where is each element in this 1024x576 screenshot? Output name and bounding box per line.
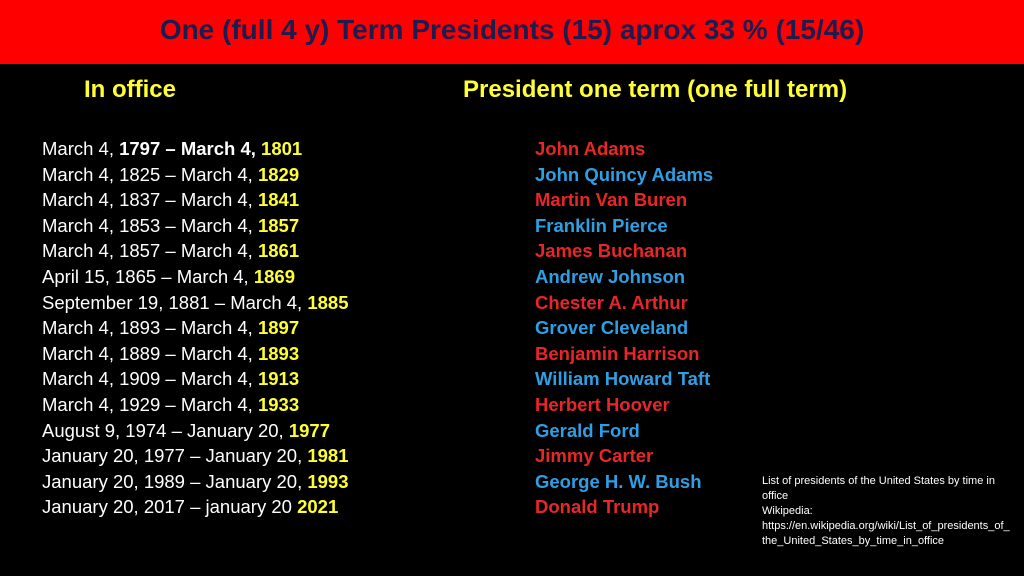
source-note: List of presidents of the United States … xyxy=(762,474,1012,549)
note-line: https://en.wikipedia.org/wiki/List_of_pr… xyxy=(762,520,1010,547)
office-end-year: 1913 xyxy=(257,368,300,390)
office-dates: March 4, 1929 – March 4, xyxy=(42,393,258,415)
office-dates: April 15, 1865 – March 4, xyxy=(42,265,254,287)
office-row: March 4, 1929 – March 4, 1933 xyxy=(42,392,349,418)
president-name: John Adams xyxy=(535,138,646,159)
office-end-year: 1897 xyxy=(257,317,300,339)
president-name: Martin Van Buren xyxy=(535,189,688,211)
office-dates: January 20, 2017 – january 20 xyxy=(42,496,298,518)
president-name: Herbert Hoover xyxy=(535,393,670,415)
office-end-year: 1933 xyxy=(257,393,300,415)
office-end-year: 1869 xyxy=(253,265,295,287)
office-row: January 20, 1989 – January 20, 1993 xyxy=(42,469,349,495)
president-name: Franklin Pierce xyxy=(535,214,668,236)
office-dates: March 4, 1837 – March 4, xyxy=(42,189,258,211)
president-name: Jimmy Carter xyxy=(535,445,654,467)
column-header: President one term (one full term) xyxy=(463,76,848,103)
office-end-year: 1981 xyxy=(307,445,349,467)
office-row: January 20, 2017 – january 20 2021 xyxy=(42,494,349,520)
office-end-year: 2021 xyxy=(297,496,339,518)
office-end-year: 1861 xyxy=(257,240,300,262)
president-name: Andrew Johnson xyxy=(535,265,686,287)
office-list: March 4, 1797 – March 4, 1801 March 4, 18… xyxy=(42,136,349,520)
president-name: Donald Trump xyxy=(535,496,660,518)
note-line: Wikipedia: xyxy=(762,505,813,517)
office-dates: September 19, 1881 – March 4, xyxy=(42,291,308,313)
office-row: March 4, 1909 – March 4, 1913 xyxy=(42,366,349,392)
office-row: March 4, 1797 – March 4, 1801 xyxy=(42,136,349,162)
office-row: September 19, 1881 – March 4, 1885 xyxy=(42,290,349,316)
president-name: Gerald Ford xyxy=(535,419,640,441)
office-row: March 4, 1853 – March 4, 1857 xyxy=(42,213,349,239)
office-end-year: 1829 xyxy=(257,163,300,185)
office-dates: March 4, 1857 – March 4, xyxy=(42,240,258,262)
office-dates: March 4, 1825 – March 4, xyxy=(42,163,258,185)
office-row: March 4, 1889 – March 4, 1893 xyxy=(42,341,349,367)
president-name: Grover Cleveland xyxy=(535,317,689,339)
office-row: March 4, 1857 – March 4, 1861 xyxy=(42,238,349,264)
president-name: Chester A. Arthur xyxy=(535,291,688,313)
note-line: List of presidents of the United States … xyxy=(762,475,995,502)
office-end-year: 1857 xyxy=(257,214,300,236)
title-bar xyxy=(0,0,1024,64)
office-end-year: 1885 xyxy=(307,291,349,313)
office-row: March 4, 1825 – March 4, 1829 xyxy=(42,162,349,188)
office-row: March 4, 1837 – March 4, 1841 xyxy=(42,187,349,213)
office-dates: March 4, 1909 – March 4, xyxy=(42,368,258,390)
office-row: August 9, 1974 – January 20, 1977 xyxy=(42,418,349,444)
office-dates: January 20, 1977 – January 20, xyxy=(42,445,308,467)
office-row: January 20, 1977 – January 20, 1981 xyxy=(42,443,349,469)
office-end-year: 1977 xyxy=(288,419,330,441)
office-dates: August 9, 1974 – January 20, xyxy=(42,419,289,441)
president-name: George H. W. Bush xyxy=(535,470,702,492)
office-dates: March 4, 1893 – March 4, xyxy=(42,317,258,339)
president-name: Benjamin Harrison xyxy=(535,342,700,364)
office-end-year: 1841 xyxy=(257,189,300,211)
office-dates-bold: 1797 – March 4, xyxy=(119,138,262,159)
office-dates: January 20, 1989 – January 20, xyxy=(42,470,308,492)
president-list: John Adams John Quincy Adams Martin Van Bu… xyxy=(535,136,713,520)
president-name: John Quincy Adams xyxy=(535,163,714,185)
office-dates: March 4, 1889 – March 4, xyxy=(42,342,258,364)
office-row: March 4, 1893 – March 4, 1897 xyxy=(42,315,349,341)
office-row: April 15, 1865 – March 4, 1869 xyxy=(42,264,349,290)
office-dates: March 4, xyxy=(42,138,120,159)
office-dates: March 4, 1853 – March 4, xyxy=(42,214,258,236)
office-end-year: 1801 xyxy=(261,138,303,159)
office-end-year: 1993 xyxy=(307,470,349,492)
column-header: In office xyxy=(84,76,177,103)
office-end-year: 1893 xyxy=(257,342,300,364)
president-name: William Howard Taft xyxy=(535,368,711,390)
title: One (full 4 y) Term Presidents (15) apro… xyxy=(159,14,865,45)
president-name: James Buchanan xyxy=(535,240,688,262)
